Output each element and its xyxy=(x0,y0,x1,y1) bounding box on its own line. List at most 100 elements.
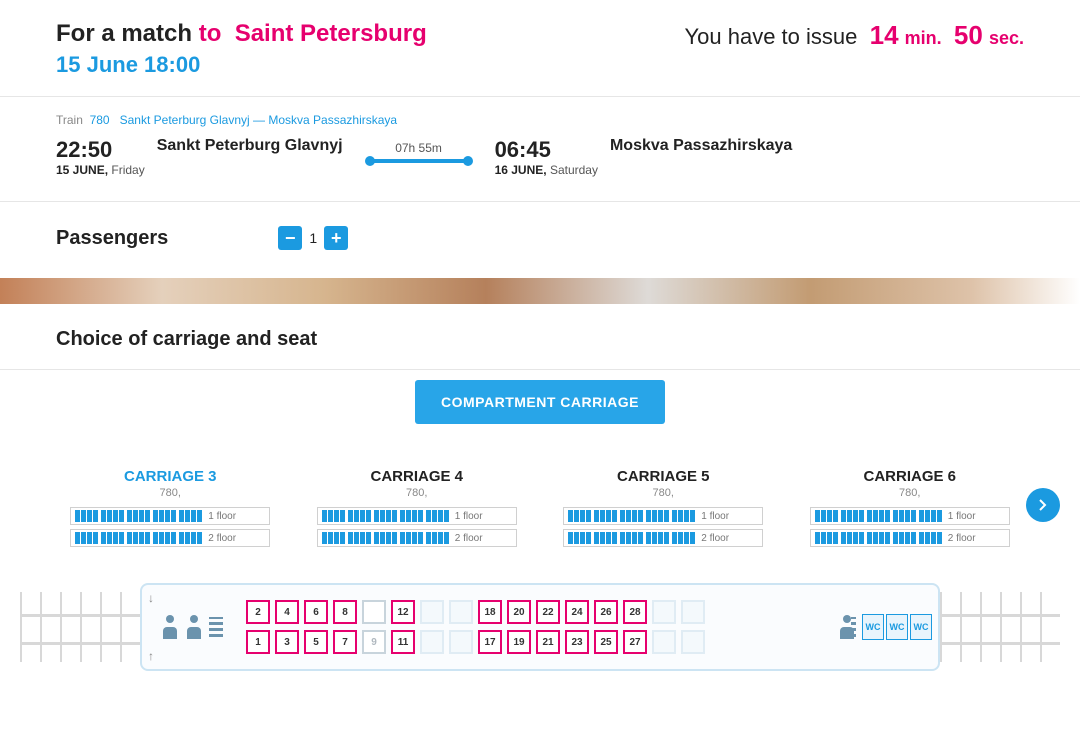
arrival-time: 06:45 xyxy=(495,137,598,163)
seat[interactable]: 19 xyxy=(507,630,531,654)
seat[interactable]: 28 xyxy=(623,600,647,624)
compartment-column: 2221 xyxy=(536,591,560,663)
arrival-date: 16 JUNE, Saturday xyxy=(495,163,598,177)
right-vestibule: WC WC WC xyxy=(838,585,938,669)
next-carriage-button[interactable] xyxy=(1026,488,1060,522)
compartment-column: 2625 xyxy=(594,591,618,663)
carriage-tab[interactable]: CARRIAGE 4780, 1 floor 2 floor xyxy=(303,468,532,547)
decrement-button[interactable]: − xyxy=(278,226,302,250)
seat xyxy=(681,630,705,654)
match-title: For a match to Saint Petersburg xyxy=(56,20,427,48)
match-date: 15 June 18:00 xyxy=(56,52,427,78)
seat[interactable]: 21 xyxy=(536,630,560,654)
seat[interactable]: 22 xyxy=(536,600,560,624)
seat[interactable]: 6 xyxy=(304,600,328,624)
banner-image xyxy=(0,278,1080,304)
floor-row[interactable]: 1 floor xyxy=(810,507,1010,525)
carriage-tab[interactable]: CARRIAGE 5780, 1 floor 2 floor xyxy=(549,468,778,547)
route-link[interactable]: Sankt Peterburg Glavnyj — Moskva Passazh… xyxy=(120,113,397,127)
floor-row[interactable]: 2 floor xyxy=(810,529,1010,547)
seat[interactable]: 2 xyxy=(246,600,270,624)
departure-time: 22:50 xyxy=(56,137,145,163)
person-icon xyxy=(838,615,845,639)
seat[interactable]: 11 xyxy=(391,630,415,654)
seat xyxy=(449,600,473,624)
arrow-down-icon: ↓ xyxy=(148,591,154,605)
seat[interactable]: 7 xyxy=(333,630,357,654)
compartment-column: 43 xyxy=(275,591,299,663)
train-info: Train 780 Sankt Peterburg Glavnyj — Mosk… xyxy=(0,97,1080,201)
left-vestibule: ↓ ↑ xyxy=(142,585,242,669)
seat xyxy=(681,600,705,624)
floor-row[interactable]: 1 floor xyxy=(70,507,270,525)
compartment-column xyxy=(449,591,473,663)
compartment-column: 65 xyxy=(304,591,328,663)
conductor-icon xyxy=(161,615,179,639)
seat[interactable]: 17 xyxy=(478,630,502,654)
seat xyxy=(420,600,444,624)
choice-section: Choice of carriage and seat xyxy=(0,304,1080,369)
compartment-column xyxy=(420,591,444,663)
passenger-count: 1 xyxy=(308,230,318,246)
seat[interactable]: 26 xyxy=(594,600,618,624)
seat[interactable]: 20 xyxy=(507,600,531,624)
floor-row[interactable]: 1 floor xyxy=(563,507,763,525)
seat xyxy=(362,600,386,624)
arrival-station: Moskva Passazhirskaya xyxy=(610,137,792,155)
passenger-stepper: − 1 + xyxy=(278,226,348,250)
breadcrumb: Train 780 Sankt Peterburg Glavnyj — Mosk… xyxy=(56,113,1024,127)
compartment-column xyxy=(681,591,705,663)
seat[interactable]: 8 xyxy=(333,600,357,624)
floor-row[interactable]: 2 floor xyxy=(317,529,517,547)
seat xyxy=(652,600,676,624)
carriage-tab[interactable]: CARRIAGE 6780, 1 floor 2 floor xyxy=(796,468,1025,547)
seat[interactable]: 27 xyxy=(623,630,647,654)
departure-station: Sankt Peterburg Glavnyj xyxy=(157,137,343,155)
chevron-right-icon xyxy=(1037,499,1049,511)
compartment-column: 21 xyxy=(246,591,270,663)
compartment-column: 2827 xyxy=(623,591,647,663)
seat[interactable]: 5 xyxy=(304,630,328,654)
issue-timer: You have to issue 14 min. 50 sec. xyxy=(685,20,1025,51)
wc-icon: WC xyxy=(886,614,908,640)
wc-icon: WC xyxy=(910,614,932,640)
seat xyxy=(420,630,444,654)
arrow-up-icon: ↑ xyxy=(148,649,154,663)
stairs-icon xyxy=(209,617,223,637)
coach-layout: ↓ ↑ 214365879121118172019222124232625282… xyxy=(20,577,1060,677)
compartment-column: 1817 xyxy=(478,591,502,663)
seat: 9 xyxy=(362,630,386,654)
floor-row[interactable]: 2 floor xyxy=(563,529,763,547)
compartment-column: 1211 xyxy=(391,591,415,663)
compartment-carriage-button[interactable]: COMPARTMENT CARRIAGE xyxy=(415,380,665,424)
seat-map: 2143658791211181720192221242326252827 xyxy=(242,585,838,669)
seat[interactable]: 3 xyxy=(275,630,299,654)
compartment-column: 87 xyxy=(333,591,357,663)
passengers-section: Passengers − 1 + xyxy=(0,202,1080,278)
departure-date: 15 JUNE, Friday xyxy=(56,163,145,177)
seat[interactable]: 23 xyxy=(565,630,589,654)
page-header: For a match to Saint Petersburg 15 June … xyxy=(0,0,1080,96)
seat[interactable]: 18 xyxy=(478,600,502,624)
train-number-link[interactable]: 780 xyxy=(90,113,110,127)
seat[interactable]: 12 xyxy=(391,600,415,624)
compartment-column: 9 xyxy=(362,591,386,663)
duration: 07h 55m xyxy=(369,141,469,163)
floor-row[interactable]: 1 floor xyxy=(317,507,517,525)
increment-button[interactable]: + xyxy=(324,226,348,250)
seat[interactable]: 25 xyxy=(594,630,618,654)
compartment-column xyxy=(652,591,676,663)
choice-title: Choice of carriage and seat xyxy=(56,328,1024,351)
carriage-tab[interactable]: CARRIAGE 3780, 1 floor 2 floor xyxy=(56,468,285,547)
seat[interactable]: 4 xyxy=(275,600,299,624)
wc-icon: WC xyxy=(862,614,884,640)
compartment-column: 2423 xyxy=(565,591,589,663)
seat xyxy=(449,630,473,654)
compartment-column: 2019 xyxy=(507,591,531,663)
seat[interactable]: 1 xyxy=(246,630,270,654)
passengers-label: Passengers xyxy=(56,227,168,250)
floor-row[interactable]: 2 floor xyxy=(70,529,270,547)
seat[interactable]: 24 xyxy=(565,600,589,624)
person-icon xyxy=(185,615,203,639)
carriage-tabs: CARRIAGE 3780, 1 floor 2 floor CARRIAGE … xyxy=(0,438,1080,557)
